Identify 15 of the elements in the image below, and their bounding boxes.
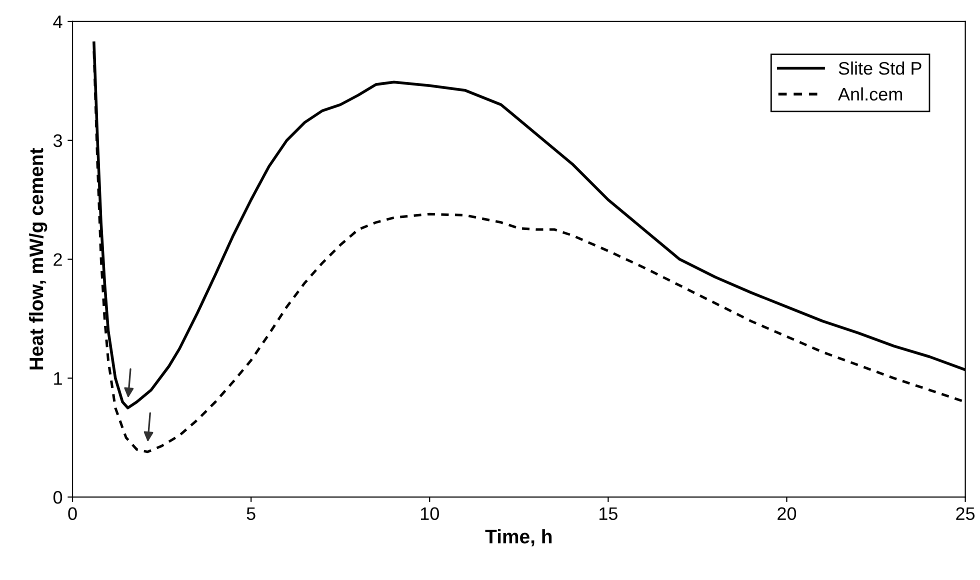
x-tick-label: 10 <box>420 507 439 520</box>
y-tick-label: 1 <box>54 372 62 385</box>
x-tick-label: 5 <box>246 507 256 520</box>
y-tick-label: 3 <box>53 134 62 148</box>
x-tick-label: 0 <box>68 507 77 520</box>
y-tick-label: 2 <box>54 253 62 266</box>
x-tick-label: 15 <box>600 507 618 520</box>
legend-label: Slite Std P <box>838 61 922 75</box>
y-tick-label: 0 <box>53 490 62 504</box>
y-tick-label: 4 <box>53 16 62 28</box>
y-axis-title: Heat flow, mW/g cement <box>28 148 48 370</box>
x-tick-label: 20 <box>778 507 796 520</box>
x-tick-label: 25 <box>956 507 975 520</box>
legend-label: Anl.cem <box>838 87 902 101</box>
x-axis-title: Time, h <box>485 529 552 546</box>
